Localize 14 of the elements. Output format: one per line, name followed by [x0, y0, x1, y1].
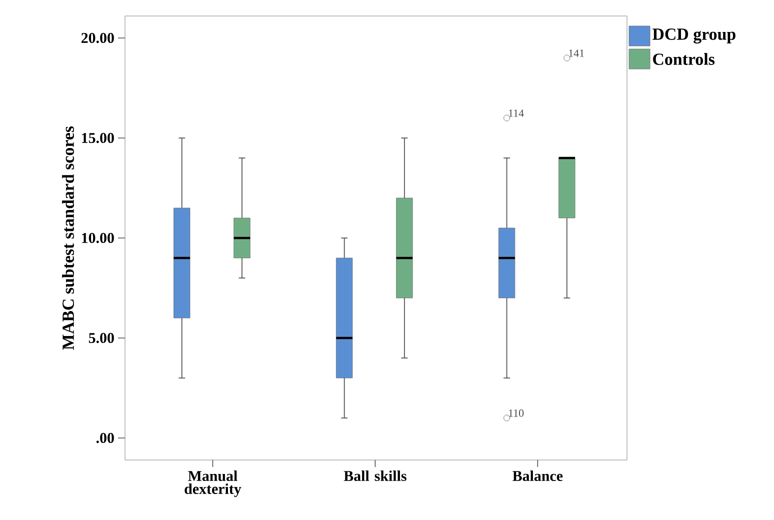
- annotation: 110: [508, 409, 524, 417]
- x-tick-label: Ball skills: [344, 470, 406, 482]
- y-tick-label: 15.00: [82, 132, 114, 144]
- legend-label: DCD group: [652, 28, 736, 44]
- x-tick-label: Balance: [512, 470, 563, 482]
- y-tick-label: 20.00: [81, 32, 114, 44]
- y-tick-label: 10.00: [82, 232, 114, 244]
- annotation: 141: [569, 50, 584, 57]
- y-tick-label: 5.00: [88, 332, 114, 344]
- annotation: 114: [508, 110, 524, 117]
- x-tick-label: Manual dexterity: [184, 470, 242, 498]
- y-axis-title: MABC subtest standard scores: [62, 126, 74, 350]
- y-tick-label: .00: [96, 432, 114, 444]
- legend-label: Controls: [653, 53, 715, 65]
